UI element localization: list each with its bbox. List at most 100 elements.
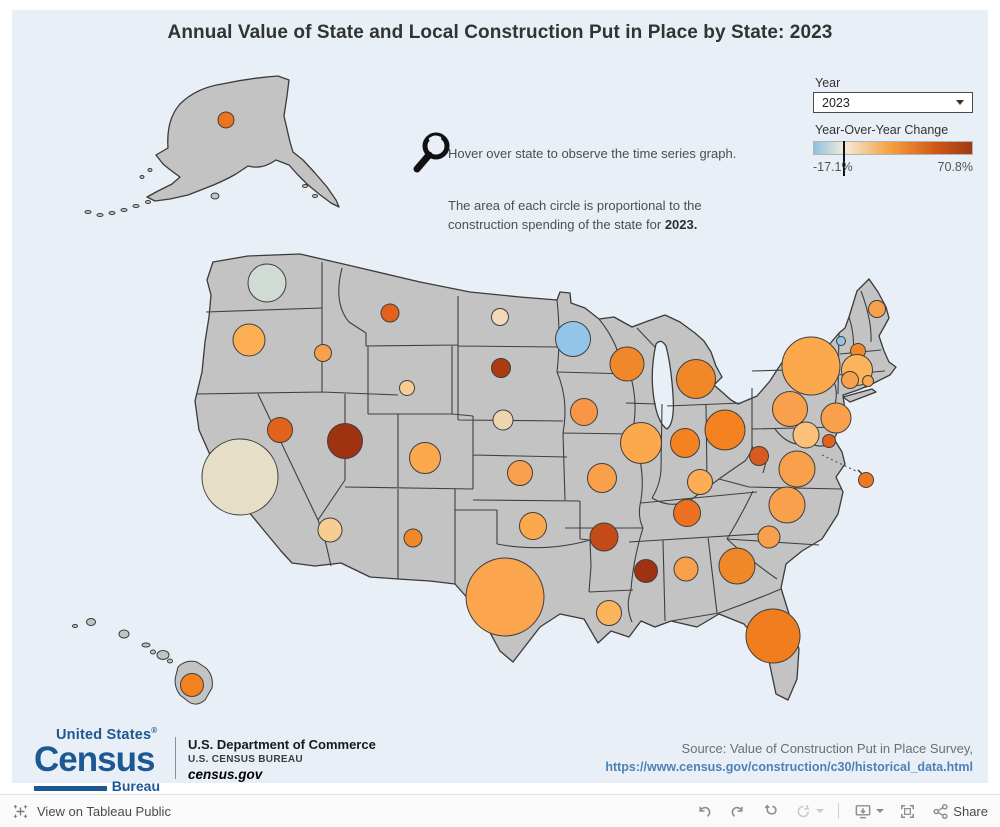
state-bubble-SC[interactable] <box>757 525 781 549</box>
share-button[interactable]: Share <box>931 802 988 821</box>
state-bubble-MD[interactable] <box>792 421 820 449</box>
toolbar-separator <box>838 803 840 819</box>
state-bubble-IN[interactable] <box>670 428 700 458</box>
note-year: 2023. <box>664 217 698 232</box>
state-bubble-KS[interactable] <box>507 460 533 486</box>
view-on-tableau-label: View on Tableau Public <box>37 803 171 819</box>
download-caret-icon <box>876 809 885 813</box>
alaska-shape[interactable] <box>146 75 340 208</box>
state-bubble-OR[interactable] <box>232 323 266 357</box>
state-bubble-NE[interactable] <box>492 409 514 431</box>
state-bubble-NJ[interactable] <box>820 402 852 434</box>
state-bubble-MI[interactable] <box>676 359 716 399</box>
source-block: Source: Value of Construction Put in Pla… <box>605 741 973 774</box>
revert-button[interactable] <box>761 802 780 821</box>
state-bubble-IA[interactable] <box>570 398 598 426</box>
undo-icon <box>699 806 711 817</box>
circle-size-note: The area of each circle is proportional … <box>448 198 702 232</box>
state-bubble-VA[interactable] <box>778 450 816 488</box>
state-bubble-WY[interactable] <box>399 380 415 396</box>
legend-max-label: 70.8% <box>937 160 973 174</box>
state-bubble-ND[interactable] <box>491 308 509 326</box>
state-bubble-AR[interactable] <box>589 522 619 552</box>
state-bubble-WI[interactable] <box>609 346 645 382</box>
state-bubble-WA[interactable] <box>247 263 287 303</box>
refresh-button[interactable] <box>794 802 825 821</box>
state-bubble-MT[interactable] <box>380 303 400 323</box>
state-bubble-MN[interactable] <box>555 321 591 357</box>
state-bubble-TN[interactable] <box>673 499 701 527</box>
state-bubble-AL[interactable] <box>673 556 699 582</box>
view-on-tableau-button[interactable]: View on Tableau Public <box>12 803 171 820</box>
undo-button[interactable] <box>695 802 714 821</box>
state-bubbles[interactable] <box>180 111 886 697</box>
census-bureau-logo: United States® Census Bureau <box>34 726 160 794</box>
year-dropdown[interactable]: 2023 <box>813 92 973 113</box>
state-bubble-HI[interactable] <box>180 673 204 697</box>
tableau-logo-icon <box>13 804 28 818</box>
state-bubble-RI[interactable] <box>862 375 874 387</box>
census-wordmark: Census <box>34 739 155 779</box>
legend-min-label: -17.1% <box>813 160 853 174</box>
fullscreen-button[interactable] <box>898 802 917 821</box>
agency-block: U.S. Department of Commerce U.S. CENSUS … <box>188 737 376 782</box>
state-bubble-NV[interactable] <box>267 417 293 443</box>
state-bubble-TX[interactable] <box>465 557 545 637</box>
refresh-caret-icon <box>816 809 825 813</box>
hover-instruction: Hover over state to observe the time ser… <box>448 146 737 161</box>
long-island-shape[interactable] <box>842 388 877 403</box>
us-map-landmass[interactable] <box>72 75 897 705</box>
continental-us-shape[interactable] <box>194 253 897 701</box>
share-label: Share <box>953 803 988 819</box>
revert-icon <box>765 804 777 815</box>
us-bubble-map[interactable] <box>12 10 1000 827</box>
state-bubble-PA[interactable] <box>772 391 808 427</box>
state-bubble-CT[interactable] <box>841 371 859 389</box>
refresh-icon <box>797 804 810 817</box>
state-bubble-LA[interactable] <box>596 600 622 626</box>
legend-zero-tick <box>843 141 846 176</box>
state-bubble-NC[interactable] <box>768 486 806 524</box>
footer-divider <box>175 737 176 779</box>
state-bubble-OH[interactable] <box>704 409 746 451</box>
state-bubble-ME[interactable] <box>868 300 886 318</box>
download-icon <box>855 804 871 818</box>
state-bubble-MO[interactable] <box>587 463 617 493</box>
state-bubble-CA[interactable] <box>201 438 279 516</box>
legend-gradient-bar <box>813 141 973 155</box>
source-link[interactable]: https://www.census.gov/construction/c30/… <box>605 760 973 774</box>
state-bubble-AK[interactable] <box>217 111 235 129</box>
legend-title: Year-Over-Year Change <box>815 123 949 137</box>
state-bubble-UT[interactable] <box>327 423 363 459</box>
state-bubble-SD[interactable] <box>491 358 511 378</box>
state-bubble-NM[interactable] <box>403 528 423 548</box>
download-button[interactable] <box>853 802 885 821</box>
state-bubble-DC[interactable] <box>858 472 874 488</box>
year-dropdown-value: 2023 <box>822 95 850 110</box>
toolbar-actions: Share <box>695 802 988 821</box>
state-bubble-DE[interactable] <box>822 434 836 448</box>
lake-michigan <box>651 340 675 430</box>
dc-leader-line <box>821 454 859 473</box>
state-bubble-NY[interactable] <box>781 336 841 396</box>
redo-button[interactable] <box>728 802 747 821</box>
state-bubble-MS[interactable] <box>634 559 658 583</box>
legend-range-labels: -17.1% 70.8% <box>813 160 973 174</box>
year-filter-label: Year <box>815 76 841 90</box>
state-bubble-WV[interactable] <box>749 446 769 466</box>
page-title: Annual Value of State and Local Construc… <box>167 22 833 43</box>
state-bubble-OK[interactable] <box>519 512 547 540</box>
redo-icon <box>731 806 743 817</box>
state-bubble-CO[interactable] <box>409 442 441 474</box>
state-bubble-KY[interactable] <box>687 469 713 495</box>
viz-canvas: Annual Value of State and Local Construc… <box>12 10 988 794</box>
fullscreen-icon <box>901 804 915 818</box>
state-bubble-ID[interactable] <box>314 344 332 362</box>
magnifier-icon <box>413 132 450 173</box>
state-bubble-AZ[interactable] <box>317 517 343 543</box>
state-bubble-GA[interactable] <box>718 547 756 585</box>
state-bubble-VT[interactable] <box>836 336 846 346</box>
state-bubble-FL[interactable] <box>745 608 801 664</box>
state-bubble-IL[interactable] <box>620 422 662 464</box>
